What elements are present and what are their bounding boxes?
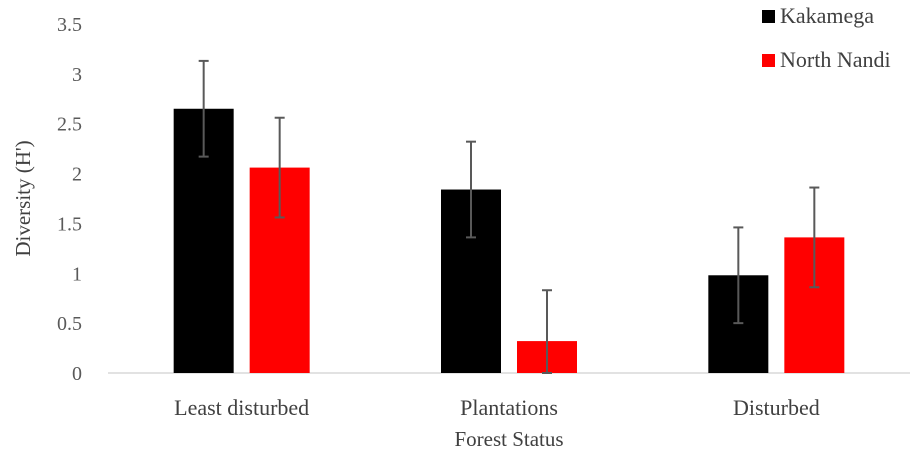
y-axis-ticks: 0 0.5 1 1.5 2 2.5 3 3.5 — [57, 14, 82, 385]
x-tick-label: Disturbed — [733, 395, 820, 420]
x-axis-ticks: Least disturbed Plantations Disturbed — [174, 395, 820, 420]
error-bar — [198, 59, 209, 158]
error-bar — [466, 140, 476, 239]
y-tick-label: 1.5 — [57, 213, 82, 235]
y-tick-label: 3.5 — [57, 14, 82, 36]
y-tick-label: 0 — [72, 363, 82, 385]
legend-label: Kakamega — [780, 3, 874, 28]
error-bar — [274, 116, 285, 219]
error-bar — [809, 186, 820, 289]
legend-item: Kakamega — [762, 3, 874, 28]
legend-swatch — [762, 10, 775, 23]
error-bar — [542, 289, 552, 374]
y-tick-label: 1 — [72, 263, 82, 285]
y-tick-label: 2 — [72, 164, 82, 186]
bar-series — [173, 108, 845, 373]
y-tick-label: 0.5 — [57, 313, 82, 335]
legend-swatch — [762, 54, 775, 67]
legend-label: North Nandi — [780, 47, 891, 72]
error-bar — [733, 226, 744, 325]
x-tick-label: Least disturbed — [174, 395, 309, 420]
y-axis-title: Diversity (H') — [11, 140, 35, 256]
legend: Kakamega North Nandi — [762, 3, 891, 72]
x-tick-label: Plantations — [460, 395, 558, 420]
y-tick-label: 3 — [72, 64, 82, 86]
y-tick-label: 2.5 — [57, 114, 82, 136]
x-axis-title: Forest Status — [454, 427, 563, 450]
error-bars — [198, 59, 820, 374]
legend-item: North Nandi — [762, 47, 891, 72]
